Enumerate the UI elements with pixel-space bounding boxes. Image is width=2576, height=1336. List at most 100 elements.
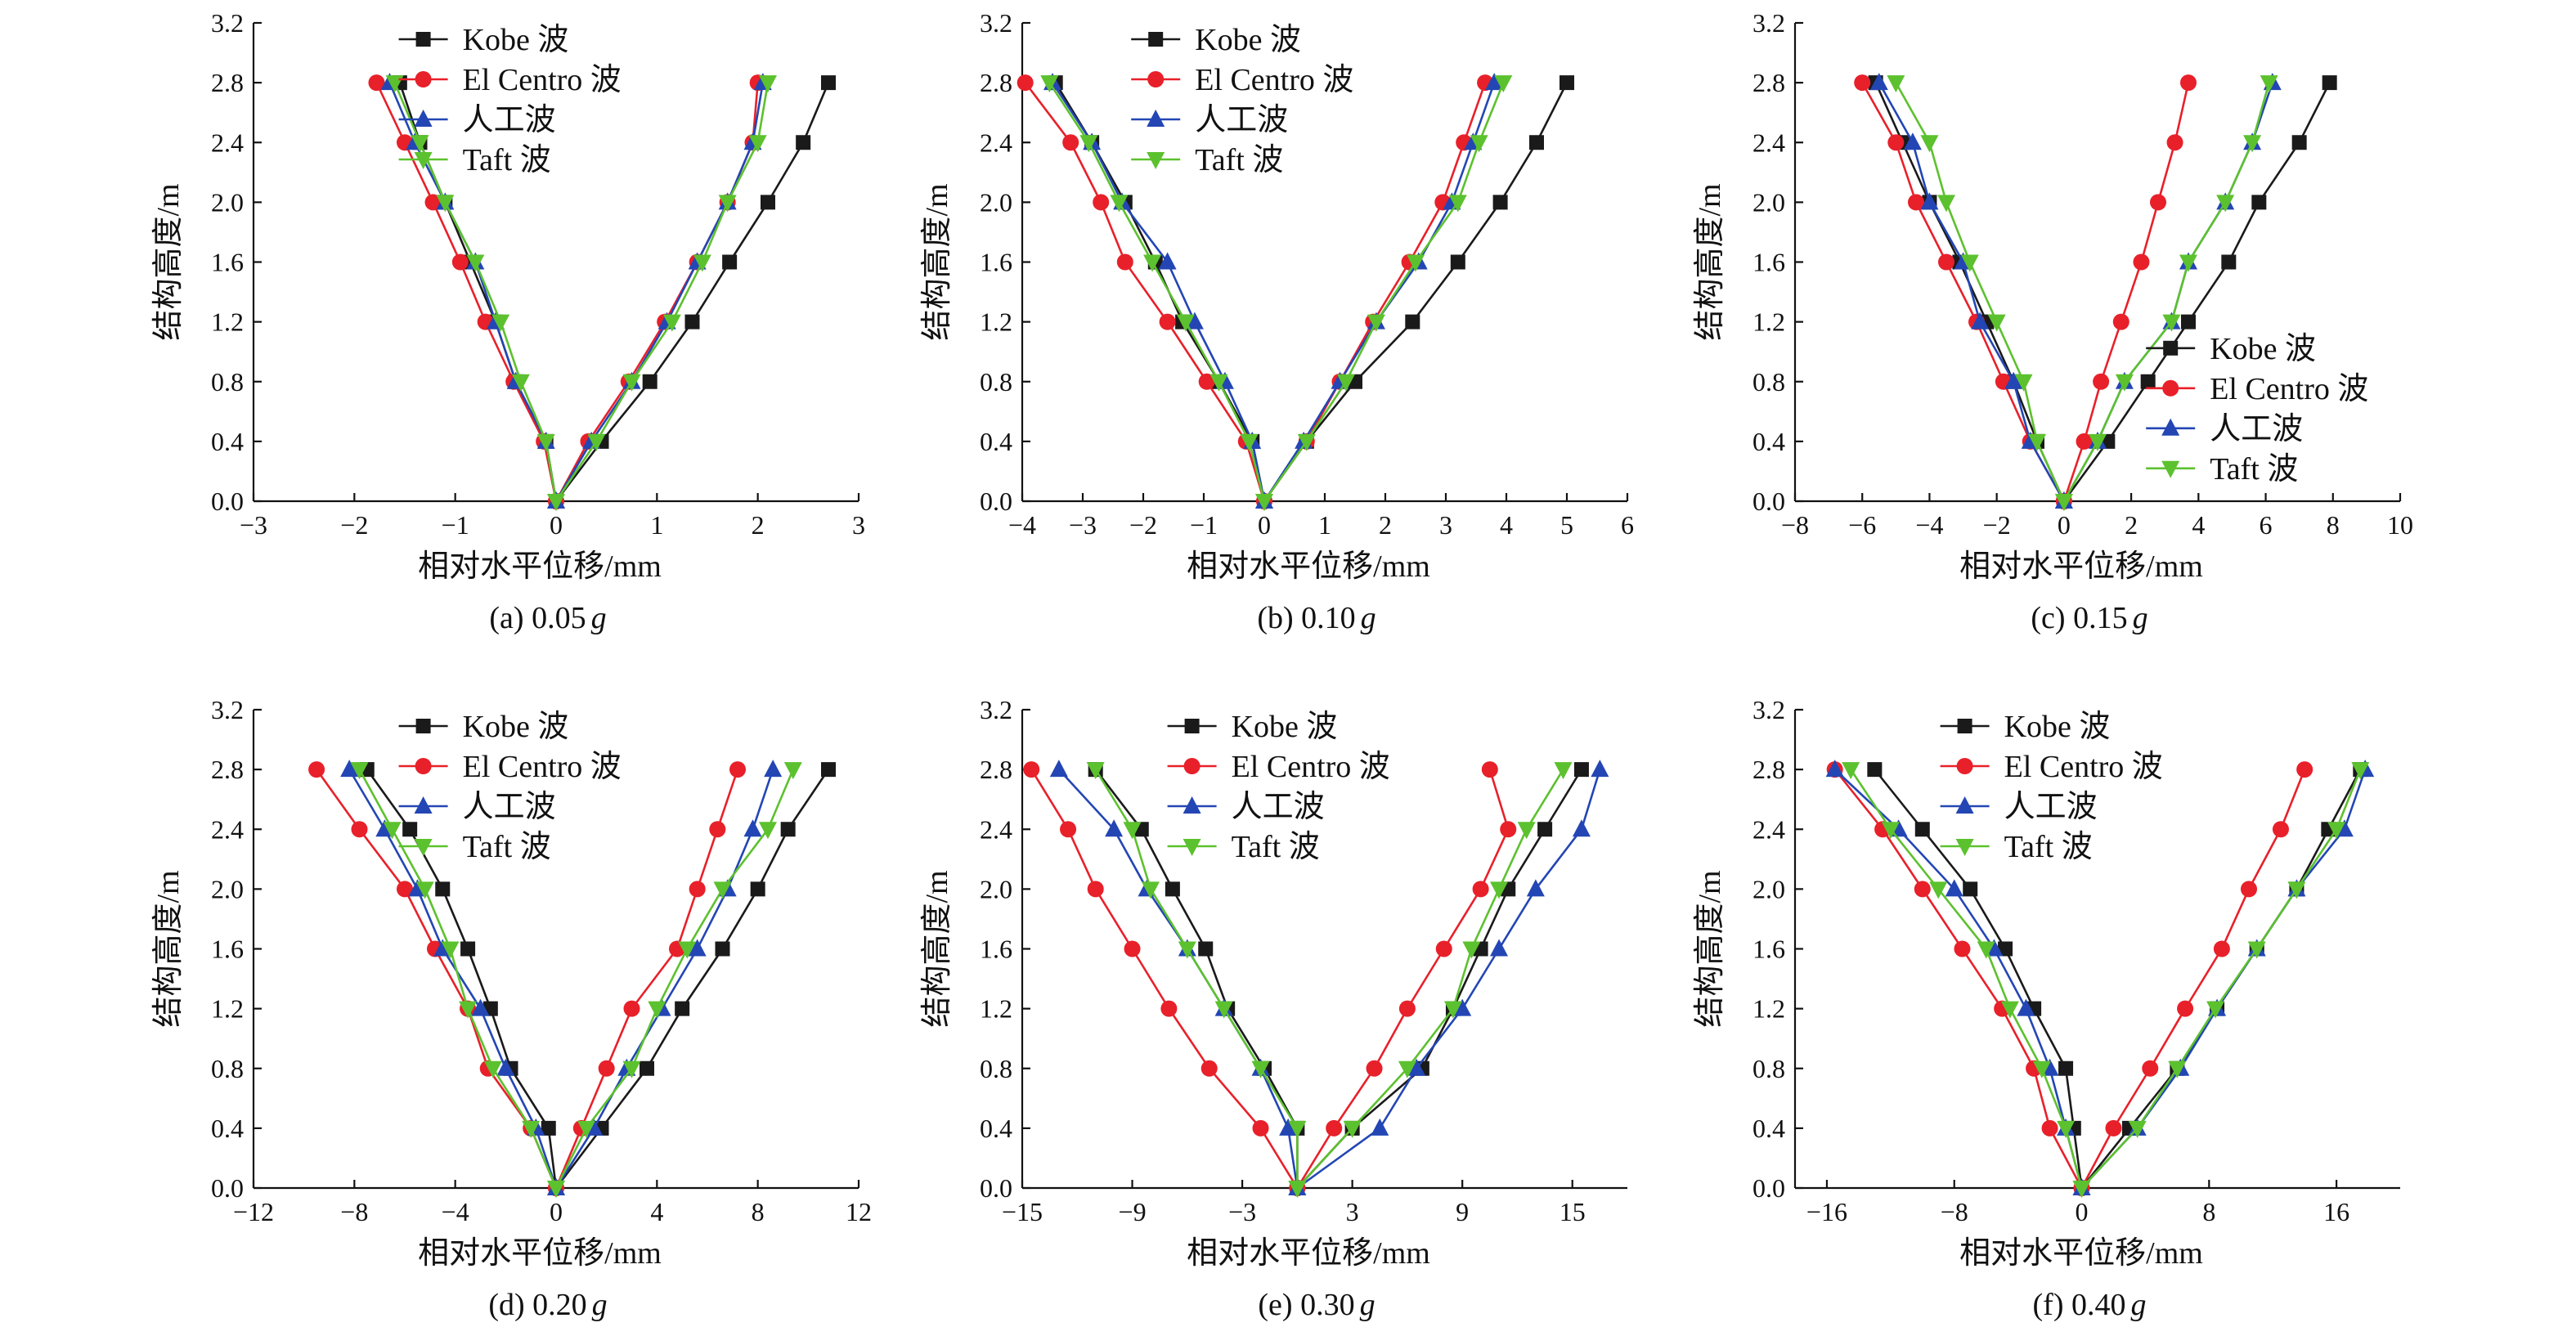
y-tick-label: 2.0 [211,874,244,903]
x-tick-label: −15 [1002,1197,1043,1226]
data-point-taft [2206,1001,2225,1019]
data-point-taft [350,762,369,780]
data-point-kobe [1867,762,1883,778]
series-line-elcentro-right [1263,82,1487,502]
x-tick-label: 8 [752,1197,765,1226]
data-point-taft [662,314,681,332]
data-point-elcentro [1435,940,1452,957]
x-tick-label: 2 [1379,510,1392,540]
data-point-taft [2162,314,2181,332]
series-line-taft-right [2080,769,2362,1189]
data-point-taft [2089,433,2107,451]
y-tick-label: 0.8 [211,1054,244,1083]
data-point-elcentro [2177,1000,2194,1017]
y-tick-label: 2.0 [980,187,1012,217]
series-line-elcentro-left [1024,82,1266,502]
data-point-taft [547,494,565,511]
data-point-taft [2014,374,2033,392]
x-tick-label: 6 [1621,510,1634,540]
x-tick-label: 2 [752,510,765,540]
data-point-elcentro [2105,1119,2122,1136]
data-point-taft [1470,135,1488,153]
data-point-taft [2000,1001,2019,1019]
legend-label: 人工波 [463,790,556,824]
data-point-kobe [1560,75,1574,91]
data-point-elcentro [1023,761,1040,778]
data-point-taft [466,254,485,272]
data-point-taft [1987,314,2006,332]
data-point-kobe [796,135,811,150]
y-tick-label: 3.2 [980,695,1012,724]
data-point-elcentro [2112,313,2129,330]
legend-label: El Centro 波 [2210,372,2368,406]
series-line-taft-left [1048,82,1266,502]
legend-label: Taft 波 [2210,452,2298,486]
legend-marker-elcentro [2162,379,2179,397]
data-point-taft [1297,433,1316,451]
x-tick-label: 4 [1500,510,1513,540]
data-point-kobe [1165,881,1180,897]
y-tick-label: 0.4 [211,1114,244,1143]
y-tick-label: 0.0 [1752,1173,1785,1203]
series-line-elcentro-right [2080,769,2306,1189]
x-tick-label: 8 [2327,510,2340,540]
data-point-elcentro [1500,821,1517,838]
y-tick-label: 2.8 [980,68,1012,97]
data-point-kobe [821,762,836,778]
data-point-taft [783,762,802,780]
legend-marker-taft [1147,152,1165,169]
data-point-taft [547,1181,565,1198]
data-point-taft [1367,314,1385,332]
data-point-taft [1494,75,1513,93]
legend-label: Taft 波 [1195,143,1283,177]
x-tick-label: −6 [1848,510,1876,540]
legend-marker-taft [1183,839,1201,856]
data-point-artificial [1158,252,1177,270]
series-line-artificial-left [348,769,558,1189]
data-point-kobe [750,881,765,897]
data-point-kobe [2181,314,2196,330]
y-tick-label: 0.4 [980,1114,1012,1143]
data-point-elcentro [1060,821,1077,838]
y-tick-label: 0.8 [980,367,1012,397]
data-point-taft [383,822,402,840]
data-point-taft [2260,75,2278,93]
data-point-elcentro [1116,253,1133,271]
data-point-taft [2179,254,2197,272]
data-point-kobe [722,254,738,270]
data-point-elcentro [1200,1060,1218,1077]
series-elcentro [1023,761,1517,1196]
data-point-artificial [743,819,762,837]
x-tick-label: −8 [340,1197,368,1226]
chart-panel-3: 0.0 0.4 0.8 1.2 1.6 2.0 2.4 2.8 3.2 −8 −6 −4 −2 0 2 4 6 8… [1693,8,2413,635]
legend-marker-artificial [414,110,433,127]
data-point-elcentro [1954,940,1971,957]
data-point-artificial [1971,312,1990,330]
y-tick-label: 2.8 [211,68,244,97]
data-point-taft [622,1060,641,1078]
data-point-taft [1842,762,1860,780]
legend-marker-kobe [415,32,431,47]
data-point-elcentro [1087,881,1104,898]
data-point-taft [1079,135,1098,153]
series-line-elcentro-left [1861,82,2066,502]
y-tick-label: 2.0 [1752,874,1785,903]
data-point-taft [2054,494,2073,511]
x-tick-label: 8 [2202,1197,2215,1226]
chart-panel-2: 0.0 0.4 0.8 1.2 1.6 2.0 2.4 2.8 3.2 −4 −3 −2 −1 0 1 2 3 4… [920,8,1634,635]
data-point-kobe [2058,1060,2074,1076]
panel-caption: (d) 0.20 g [488,1288,607,1322]
panel-caption: (f) 0.40 g [2033,1288,2147,1322]
data-point-artificial [1185,312,1204,330]
y-tick-label: 1.6 [1752,248,1785,277]
data-point-taft [2243,135,2262,153]
x-axis-label: 相对水平位移/mm [1959,1236,2203,1271]
data-point-kobe [1198,941,1214,957]
data-point-elcentro [2166,134,2183,151]
data-point-taft [459,1001,478,1019]
data-point-taft [2115,374,2134,392]
data-point-elcentro [2272,821,2289,838]
x-tick-label: 3 [852,510,865,540]
